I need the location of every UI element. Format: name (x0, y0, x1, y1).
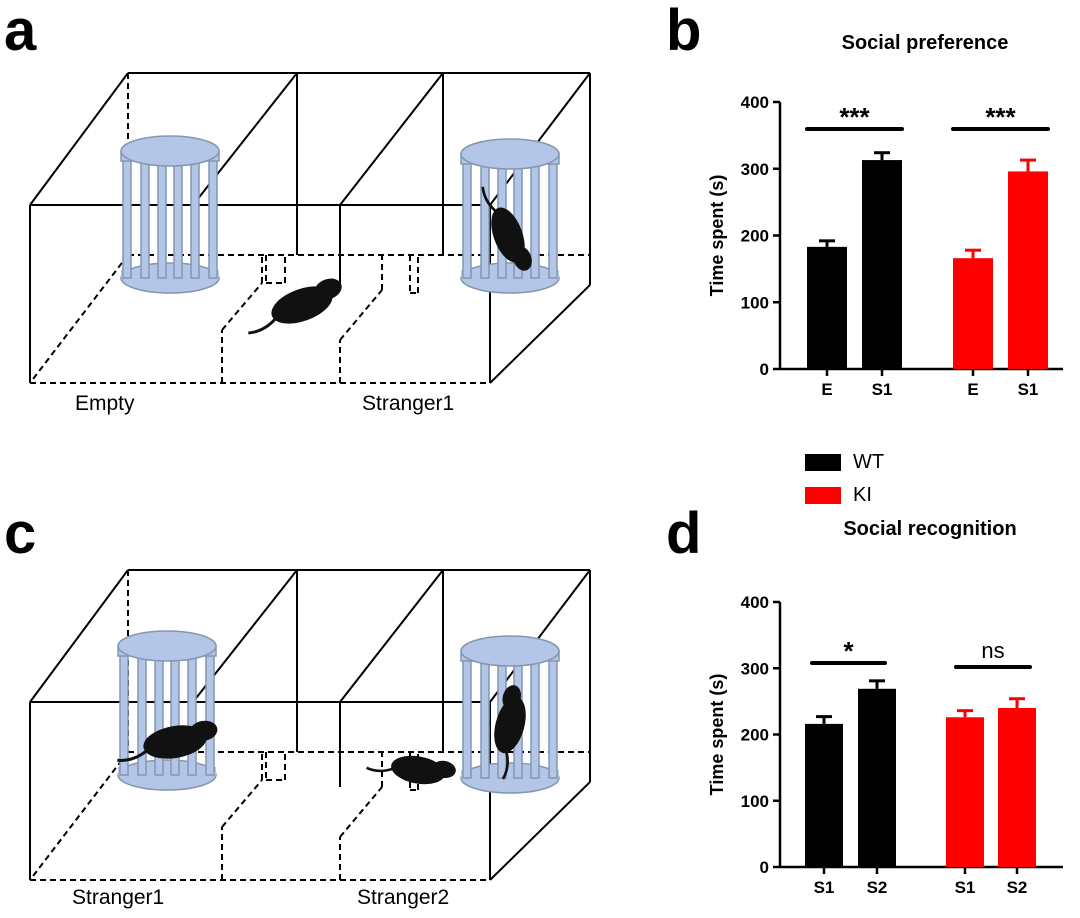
mouse-head (502, 685, 522, 710)
x-tick-label: S1 (872, 380, 893, 399)
mouse-head (314, 278, 342, 300)
mouse-tail (501, 751, 509, 780)
mouse-head (189, 720, 218, 742)
cage (117, 630, 217, 791)
bar (858, 688, 896, 867)
hidden-edge (29, 254, 129, 384)
cage (120, 135, 220, 294)
bar (946, 717, 984, 867)
box-edge (489, 781, 591, 881)
label-stranger1-c: Stranger1 (72, 886, 165, 909)
legend-ki: KI (805, 484, 872, 507)
y-tick-label: 400 (741, 593, 769, 612)
mouse-tail (366, 766, 393, 773)
label-stranger2-c: Stranger2 (357, 886, 450, 909)
label-stranger1-a: Stranger1 (362, 392, 455, 415)
y-axis-label: Time spent (s) (707, 175, 727, 297)
y-tick-label: 400 (741, 93, 769, 112)
legend-swatch-ki (805, 487, 841, 504)
y-axis-label: Time spent (s) (707, 674, 727, 796)
x-tick-label: S2 (867, 878, 888, 897)
cage-base-rim (118, 767, 216, 775)
bar (998, 708, 1036, 867)
y-tick-label: 100 (741, 792, 769, 811)
x-tick-label: S2 (1007, 878, 1028, 897)
mouse-tail (481, 186, 497, 212)
mouse-head (432, 760, 456, 779)
box-edge (489, 284, 591, 384)
mouse-icon (494, 685, 526, 780)
y-tick-label: 300 (741, 659, 769, 678)
bar (807, 246, 847, 369)
significance-label: * (843, 636, 854, 666)
cage-base-rim (461, 270, 559, 278)
panel-letter-c: c (4, 501, 37, 566)
mouse-icon (481, 186, 532, 271)
mouse-body (391, 755, 445, 785)
x-tick-label: E (967, 380, 978, 399)
box-edge (339, 72, 444, 206)
cage-top (460, 635, 560, 667)
bar (1008, 171, 1048, 369)
x-tick-label: E (821, 380, 832, 399)
y-tick-label: 0 (760, 360, 769, 379)
mouse-tail (248, 317, 277, 335)
cage-base-rim (461, 770, 559, 778)
x-tick-label: S1 (955, 878, 976, 897)
significance-label: *** (985, 102, 1016, 132)
cage-base-rim (121, 270, 219, 278)
legend-swatch-wt (805, 454, 841, 471)
chart-title-b: Social preference (841, 32, 1009, 54)
panel-letter-a: a (4, 0, 37, 63)
y-tick-label: 200 (741, 227, 769, 246)
significance-label: *** (839, 102, 870, 132)
chart-title-d: Social recognition (843, 518, 1017, 540)
bar (805, 723, 843, 867)
panel-letter-d: d (666, 501, 702, 566)
y-tick-label: 200 (741, 726, 769, 745)
mouse-body (494, 696, 526, 754)
bar (953, 258, 993, 369)
y-tick-label: 0 (760, 858, 769, 877)
bar (862, 160, 902, 369)
mouse-icon (117, 720, 218, 762)
box-edge (339, 569, 444, 703)
mouse-icon (366, 755, 456, 785)
legend-label-wt: WT (853, 451, 885, 473)
legend-label-ki: KI (853, 484, 872, 506)
cage-top (120, 135, 220, 167)
significance-label: ns (981, 638, 1004, 663)
mouse-icon (248, 278, 342, 335)
panel-letter-b: b (666, 0, 702, 63)
box-edge (29, 72, 129, 206)
box-edge (29, 569, 129, 703)
apparatus-box (29, 72, 591, 384)
x-tick-label: S1 (814, 878, 835, 897)
cage (460, 138, 560, 294)
hidden-edge (29, 751, 129, 881)
y-tick-label: 100 (741, 293, 769, 312)
hidden-edge (221, 282, 263, 331)
legend-wt: WT (805, 451, 884, 474)
y-tick-label: 300 (741, 160, 769, 179)
mouse-head (512, 246, 532, 271)
apparatus-box (29, 569, 591, 881)
hidden-edge (339, 289, 383, 341)
hidden-edge (221, 779, 263, 828)
mouse-tail (117, 749, 148, 762)
cage-top (460, 138, 560, 170)
x-tick-label: S1 (1018, 380, 1039, 399)
label-empty: Empty (75, 392, 135, 415)
cage-top (117, 630, 217, 662)
hidden-edge (339, 786, 383, 838)
